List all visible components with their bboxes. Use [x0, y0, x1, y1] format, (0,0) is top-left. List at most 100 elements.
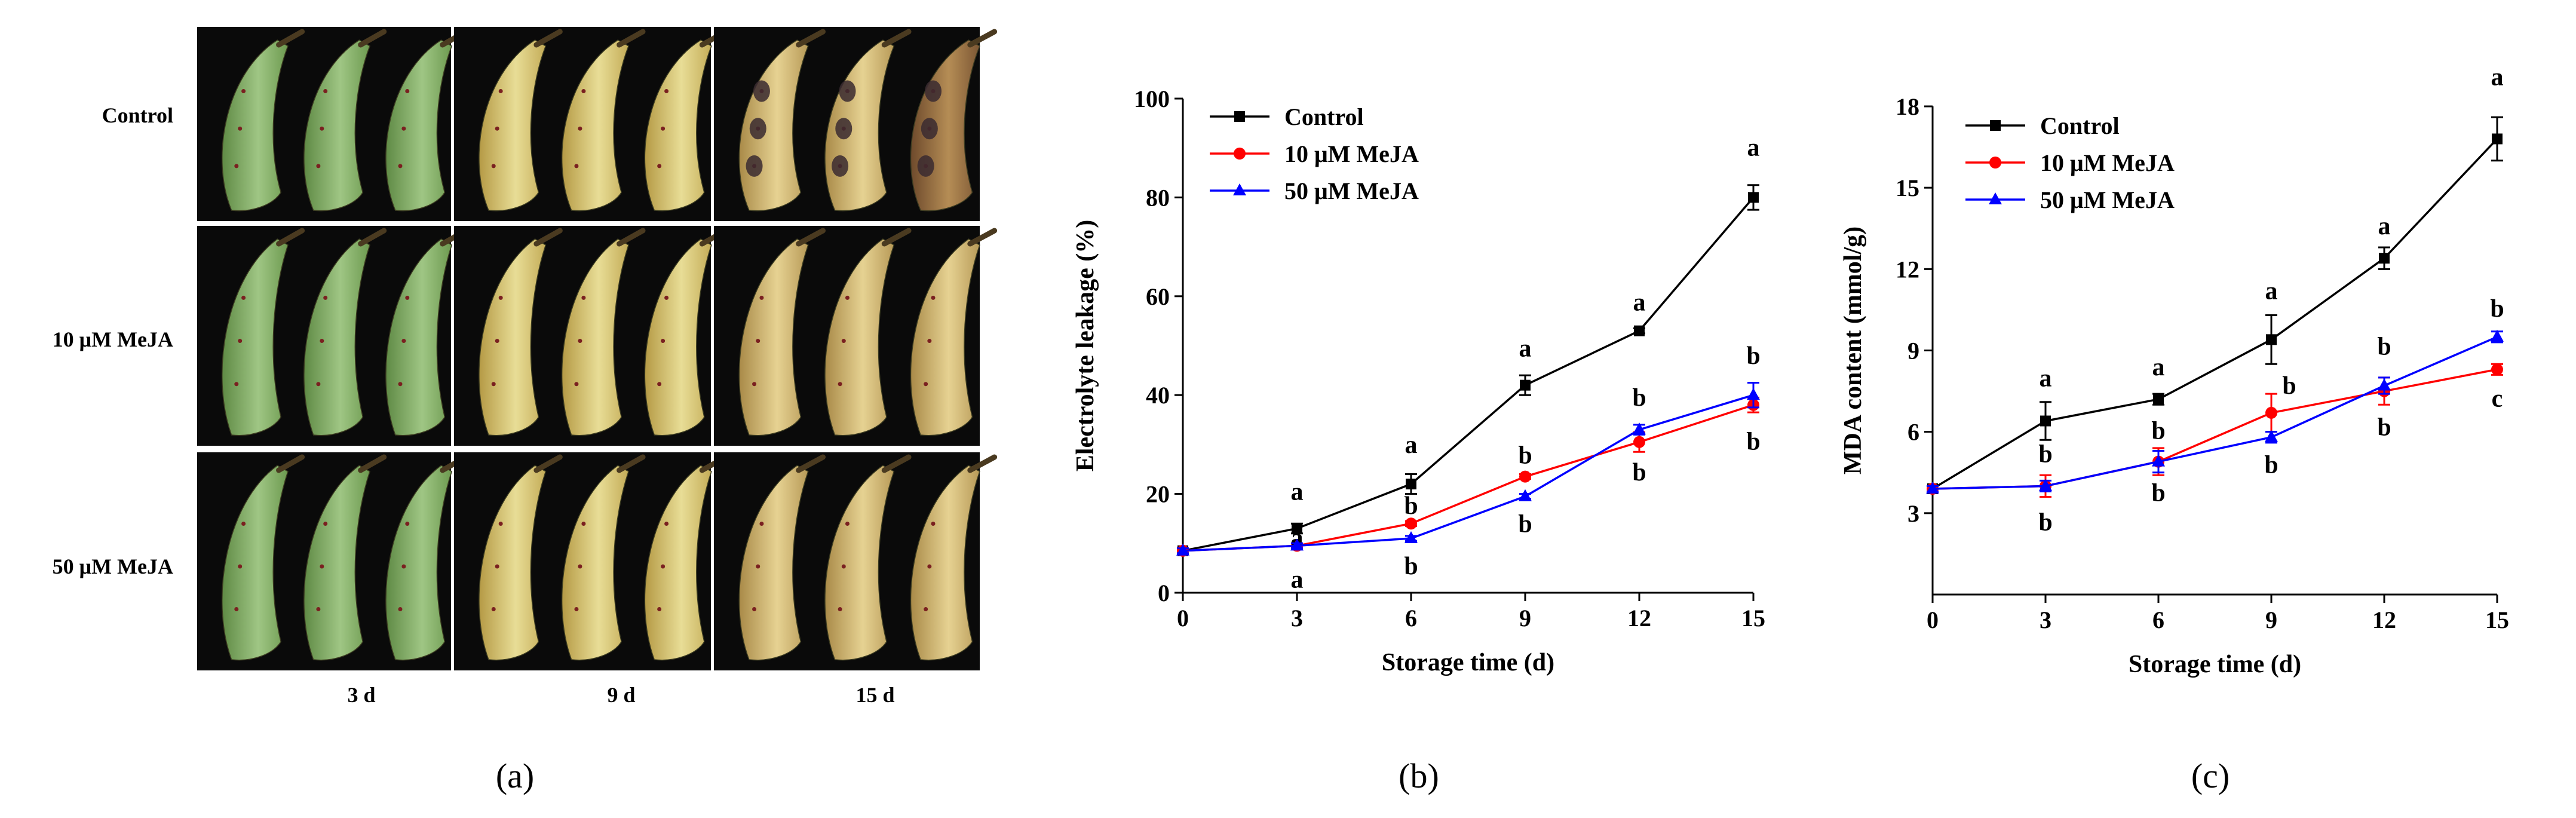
significance-letter: b	[1632, 459, 1646, 486]
marker-dot	[241, 295, 246, 300]
marker-dot	[238, 564, 243, 569]
col-label-9d: 9 d	[607, 683, 635, 707]
banana	[910, 238, 980, 436]
brown-spot	[746, 155, 763, 177]
banana	[644, 238, 712, 436]
significance-letter: b	[1746, 342, 1760, 370]
marker-dot	[320, 126, 324, 131]
data-point	[1292, 523, 1302, 534]
significance-letter: c	[2492, 385, 2503, 412]
marker-dot	[323, 295, 328, 300]
significance-letter: b	[2377, 333, 2391, 361]
banana-stalk	[276, 228, 305, 247]
x-axis-label: Storage time (d)	[2129, 651, 2301, 678]
marker-dot	[927, 339, 932, 344]
significance-letter: a	[1405, 431, 1418, 459]
marker-dot	[657, 382, 662, 387]
marker-dot	[661, 339, 666, 344]
data-point	[2378, 378, 2391, 391]
x-tick-label: 15	[2485, 606, 2509, 633]
data-point	[1633, 436, 1645, 448]
banana-stalk	[533, 454, 563, 473]
marker-dot	[401, 339, 406, 344]
marker-dot	[398, 607, 403, 611]
banana-stalk	[796, 29, 826, 48]
marker-dot	[495, 126, 499, 131]
marker-dot	[664, 522, 669, 526]
data-point	[1519, 470, 1531, 483]
y-tick-label: 100	[1134, 85, 1170, 112]
banana-stalk	[967, 228, 998, 247]
marker-dot	[491, 164, 496, 168]
marker-dot	[838, 607, 842, 611]
y-tick-label: 6	[1908, 419, 1919, 446]
marker-dot	[495, 564, 499, 569]
significance-letter: a	[1747, 134, 1760, 161]
data-point	[1290, 538, 1304, 551]
brown-spot	[749, 118, 766, 140]
banana	[385, 238, 453, 436]
marker-dot	[759, 522, 764, 526]
legend-label: Control	[1284, 103, 1364, 130]
banana-stalk	[967, 454, 998, 473]
data-point	[1748, 192, 1759, 203]
marker-dot	[578, 126, 582, 131]
marker-dot	[320, 339, 324, 344]
marker-dot	[838, 382, 842, 387]
marker-dot	[845, 295, 850, 300]
banana	[561, 465, 630, 661]
legend-label: Control	[2040, 112, 2120, 139]
x-axis-label: Storage time (d)	[1382, 649, 1554, 676]
significance-letter: b	[2264, 452, 2278, 479]
banana-stalk	[358, 29, 387, 48]
caption-c: (c)	[2191, 756, 2230, 795]
banana-photo-panel	[197, 27, 998, 670]
row-label-control: Control	[102, 103, 173, 127]
brown-spot	[921, 118, 938, 140]
significance-letter: b	[2490, 295, 2504, 323]
marker-dot	[661, 126, 666, 131]
data-point	[1405, 517, 1417, 530]
y-axis-label: MDA content (mmol/g)	[1839, 226, 1867, 474]
data-point	[1926, 481, 1939, 494]
marker-dot	[664, 89, 669, 93]
legend-marker	[1234, 148, 1246, 160]
banana	[479, 465, 547, 661]
y-tick-label: 20	[1146, 481, 1170, 508]
marker-dot	[845, 522, 850, 526]
marker-dot	[574, 382, 579, 387]
banana	[221, 238, 289, 436]
y-tick-label: 3	[1908, 500, 1919, 527]
significance-letter: b	[1632, 384, 1646, 412]
data-point	[1519, 489, 1532, 501]
marker-dot	[759, 295, 764, 300]
y-axis-label: Electrolyte leakage (%)	[1072, 220, 1099, 471]
significance-letter: a	[2265, 277, 2278, 305]
brown-spot	[832, 155, 849, 177]
marker-dot	[323, 89, 328, 93]
marker-dot	[498, 295, 503, 300]
significance-letter: a	[1291, 566, 1304, 593]
series-line	[1932, 368, 2498, 490]
data-point	[2266, 334, 2277, 345]
banana	[561, 238, 630, 436]
marker-dot	[320, 564, 324, 569]
banana	[221, 465, 289, 661]
legend-marker	[1990, 120, 2001, 131]
x-tick-label: 9	[2265, 606, 2277, 633]
marker-dot	[581, 295, 586, 300]
data-point	[1520, 379, 1531, 391]
legend-marker	[1233, 183, 1246, 195]
significance-letter: b	[2038, 440, 2052, 468]
series-line	[1182, 404, 1754, 552]
significance-letter: a	[1291, 478, 1304, 505]
banana-stalk	[533, 29, 563, 48]
marker-dot	[927, 564, 932, 569]
y-tick-label: 40	[1146, 382, 1170, 409]
x-tick-label: 12	[1627, 605, 1651, 632]
data-point	[1633, 422, 1646, 435]
brown-spot	[917, 155, 934, 177]
series-line	[1182, 394, 1754, 552]
caption-a: (a)	[496, 756, 534, 795]
